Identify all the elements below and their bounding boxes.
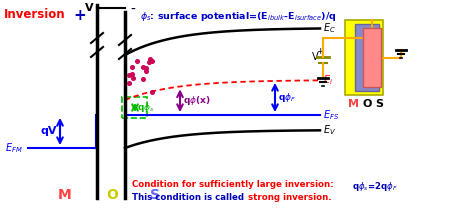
Point (145, 60, 153, 64)
Text: O: O (362, 99, 372, 109)
Text: This condition is called: This condition is called (132, 193, 247, 202)
Text: $E_C$: $E_C$ (323, 21, 336, 35)
Text: strong inversion.: strong inversion. (248, 193, 332, 202)
Point (139, 77, 147, 80)
Text: Condition for sufficiently large inversion:: Condition for sufficiently large inversi… (132, 180, 337, 189)
Text: -: - (130, 3, 136, 17)
Point (139, 65, 147, 69)
Text: +: + (316, 48, 324, 57)
Text: S: S (375, 99, 383, 109)
Text: $E_V$: $E_V$ (323, 123, 336, 137)
Text: +: + (73, 8, 86, 23)
Text: q$\phi_F$: q$\phi_F$ (278, 91, 296, 104)
Text: qV: qV (40, 126, 57, 137)
Text: $E_{FS}$: $E_{FS}$ (323, 108, 339, 122)
Bar (355, 24, 379, 91)
Text: Inversion: Inversion (4, 8, 65, 21)
Text: S: S (150, 188, 160, 202)
Point (146, 57, 154, 61)
Point (128, 65, 136, 69)
Text: -: - (318, 57, 322, 71)
Point (148, 90, 156, 94)
Text: $E_{FM}$: $E_{FM}$ (5, 141, 23, 155)
Text: V: V (85, 3, 93, 13)
Text: $E_i$: $E_i$ (323, 73, 333, 87)
Point (134, 60, 141, 63)
Bar (345, 20, 383, 95)
Bar (363, 28, 381, 87)
Point (128, 72, 136, 76)
Text: q$\phi$(x): q$\phi$(x) (183, 94, 210, 107)
Text: q$\phi_s$: q$\phi_s$ (137, 101, 155, 114)
Point (143, 66, 150, 69)
Text: M: M (348, 99, 359, 109)
Text: V: V (312, 52, 319, 62)
Text: q$\phi_s$=2q$\phi_F$: q$\phi_s$=2q$\phi_F$ (352, 180, 398, 193)
Point (125, 74, 132, 77)
Text: O: O (106, 188, 118, 202)
Point (126, 81, 133, 85)
Point (129, 77, 137, 80)
Point (142, 69, 149, 72)
Text: M: M (58, 188, 72, 202)
Text: $\phi_s$: surface potential=(E$_{ibulk}$-E$_{isurface}$)/q: $\phi_s$: surface potential=(E$_{ibulk}$… (140, 10, 337, 23)
Point (148, 60, 155, 63)
